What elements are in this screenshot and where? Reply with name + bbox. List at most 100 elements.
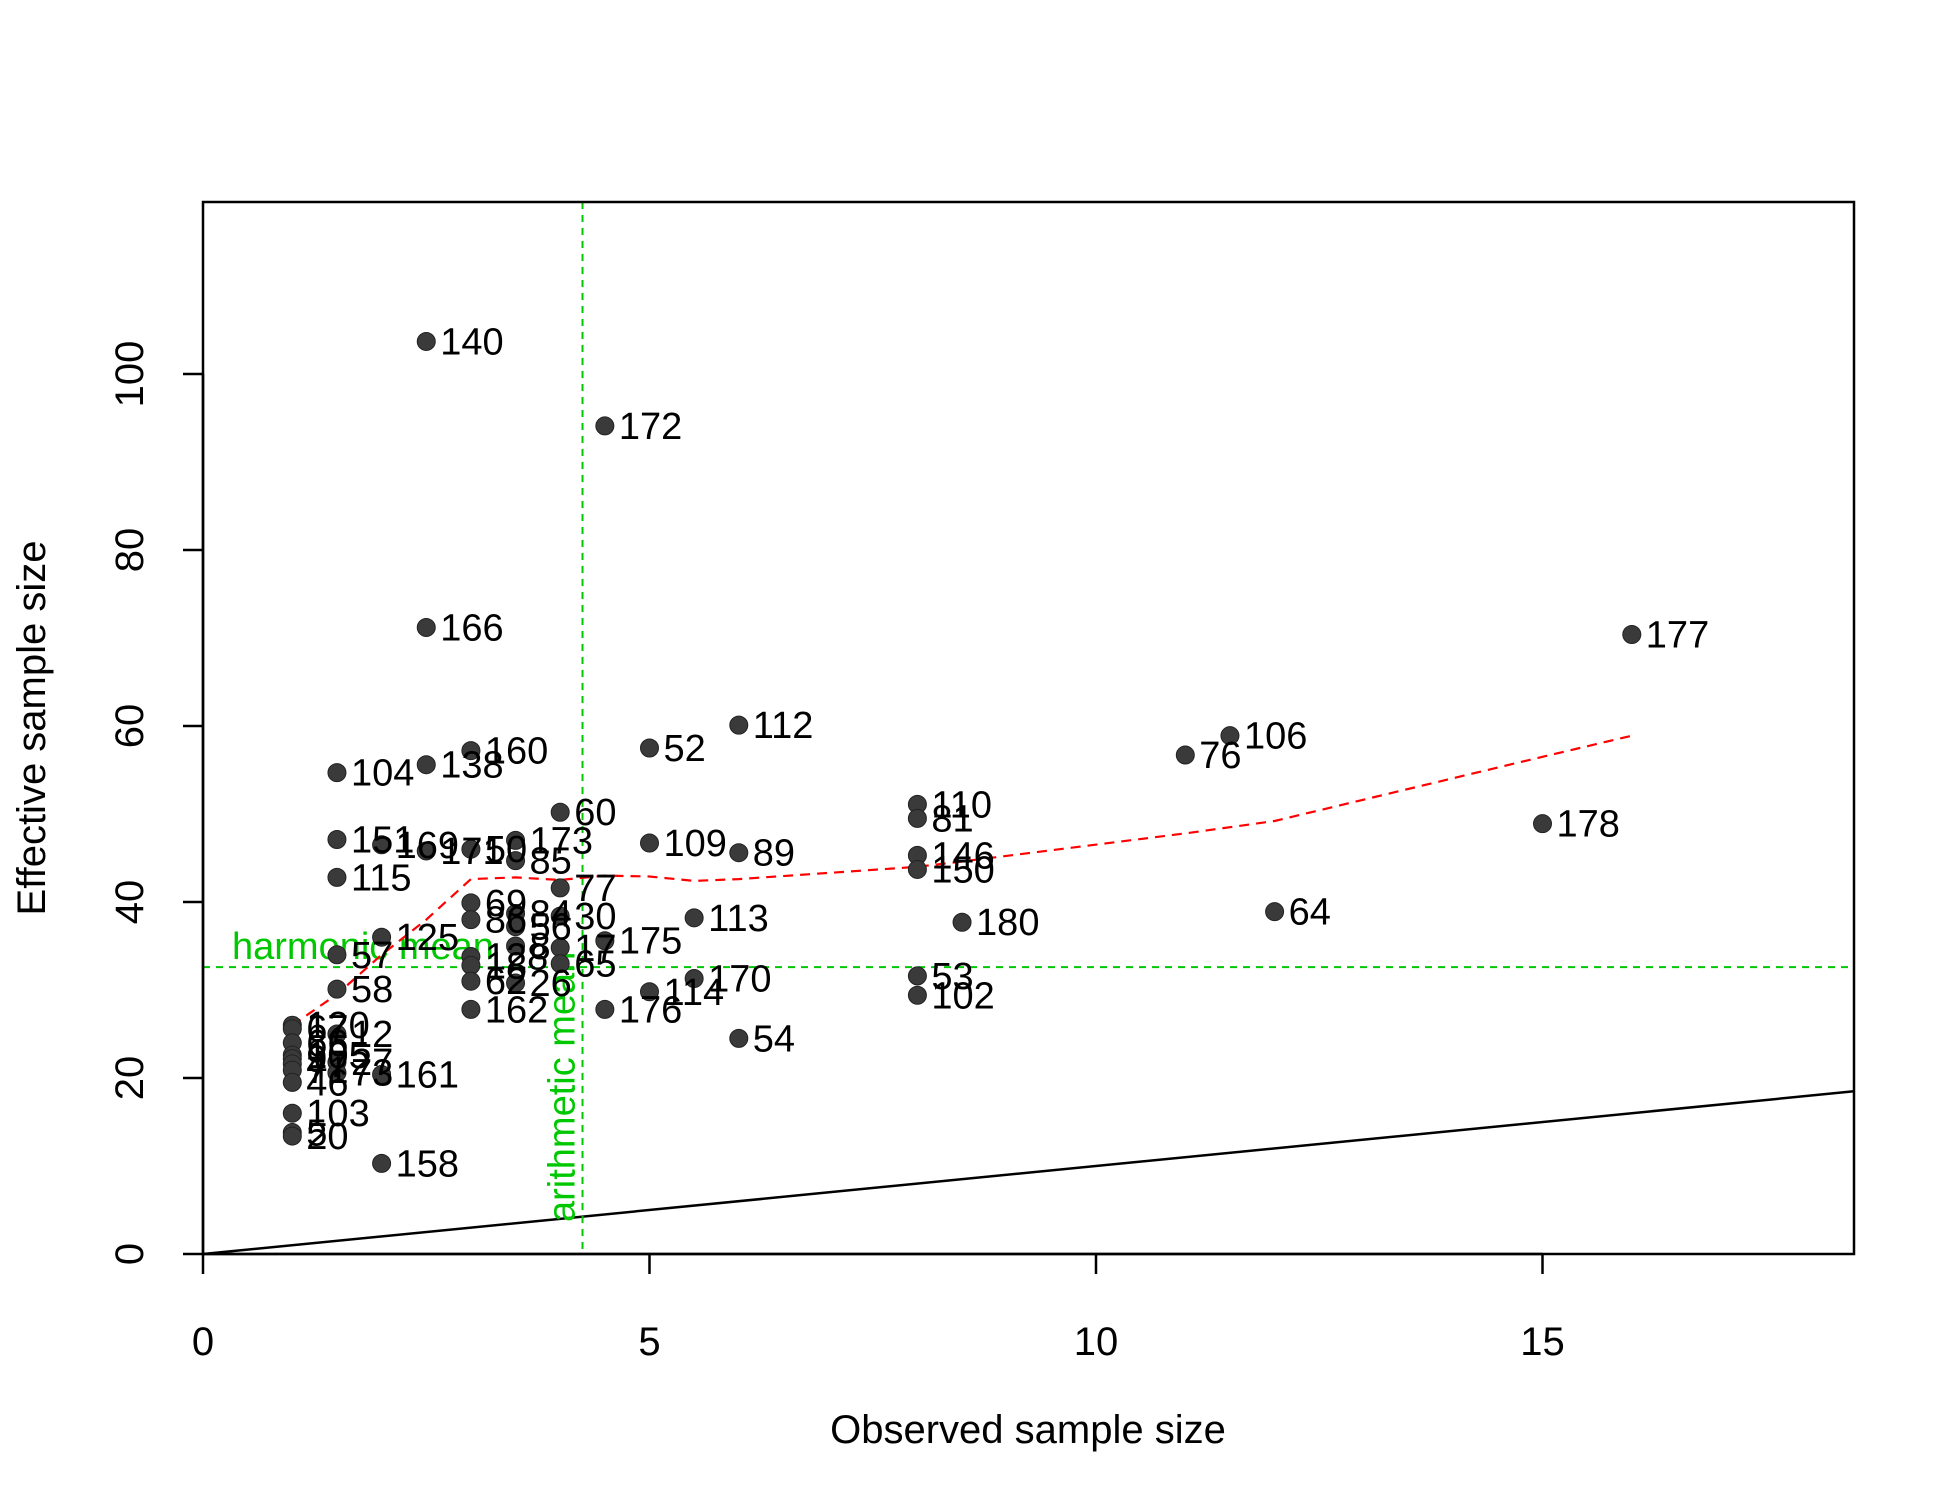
data-point [461, 910, 481, 930]
point-label: 12 [351, 1014, 393, 1056]
data-point [550, 954, 570, 974]
point-label: 103 [306, 1093, 369, 1135]
point-label: 26 [530, 963, 572, 1005]
data-point [952, 912, 972, 932]
point-label: 9 [306, 1039, 327, 1081]
point-label: 53 [931, 956, 973, 998]
x-axis-title: Observed sample size [830, 1408, 1226, 1452]
y-tick-label: 100 [108, 341, 152, 408]
data-point [595, 416, 615, 436]
data-point [372, 927, 392, 947]
point-label: 160 [485, 731, 548, 773]
point-label: 17 [574, 928, 616, 970]
point-label: 86 [485, 900, 527, 942]
point-label: 150 [931, 849, 994, 891]
data-point [684, 908, 704, 928]
data-point [282, 1072, 302, 1092]
data-point [416, 755, 436, 775]
data-point [595, 931, 615, 951]
point-label: 18 [485, 945, 527, 987]
point-label: 57 [351, 935, 393, 977]
point-label: 113 [708, 898, 769, 940]
point-label: 102 [931, 975, 994, 1017]
data-point [372, 1153, 392, 1173]
point-label: 162 [485, 989, 548, 1031]
y-axis-title: Effective sample size [10, 541, 54, 916]
data-point [1175, 745, 1195, 765]
data-point [729, 715, 749, 735]
point-label: 65 [574, 944, 616, 986]
point-label: 169 [396, 825, 459, 867]
data-point [506, 917, 526, 937]
data-point [461, 839, 481, 859]
data-points [282, 331, 1642, 1173]
data-point [729, 843, 749, 863]
data-point [907, 808, 927, 828]
point-label: 5 [306, 1113, 327, 1155]
data-point [327, 867, 347, 887]
point-label: 138 [440, 745, 503, 787]
data-point [550, 906, 570, 926]
point-label: 8 [530, 926, 551, 968]
point-label: 60 [574, 792, 616, 834]
data-point [640, 833, 659, 853]
data-point [461, 741, 481, 761]
point-label: 112 [753, 705, 814, 747]
point-label: 47 [306, 1044, 348, 1086]
harmonic-mean-label: harmonic mean [232, 926, 494, 968]
point-label: 69 [485, 883, 527, 925]
point-label: 114 [664, 972, 725, 1014]
data-point [327, 763, 347, 783]
data-point [372, 835, 392, 855]
point-label: 62 [485, 961, 527, 1003]
data-point [327, 1063, 347, 1083]
point-label: 30 [574, 896, 616, 938]
y-tick-label: 80 [108, 528, 152, 573]
point-label: 50 [485, 829, 527, 871]
point-label: 85 [530, 841, 572, 883]
point-label: 173 [530, 820, 593, 862]
point-label: 81 [931, 798, 973, 840]
data-point [595, 999, 615, 1019]
y-tick-label: 40 [108, 880, 152, 925]
point-label: 140 [440, 321, 503, 363]
point-label: 58 [351, 969, 393, 1011]
data-point [550, 802, 570, 822]
point-label: 76 [1199, 735, 1241, 777]
data-point [907, 985, 927, 1005]
point-label: 161 [396, 1054, 459, 1096]
point-label: 170 [708, 959, 771, 1001]
point-label: 84 [530, 893, 572, 935]
point-label: 125 [396, 917, 459, 959]
point-label: 120 [306, 1005, 369, 1047]
point-label: 172 [619, 406, 682, 448]
point-label: 105 [306, 1035, 369, 1077]
x-tick-label: 0 [192, 1320, 214, 1364]
point-label: 67 [306, 1009, 348, 1051]
point-label: 20 [306, 1116, 348, 1158]
data-point [506, 936, 526, 956]
point-label: 115 [351, 857, 412, 899]
point-label: 178 [1557, 804, 1620, 846]
point-label: 54 [753, 1018, 795, 1060]
data-point [461, 999, 481, 1019]
data-point [1220, 726, 1240, 746]
data-point [907, 966, 927, 986]
data-point [1265, 902, 1285, 922]
trend-line [291, 734, 1633, 1027]
data-point [506, 973, 526, 993]
y-tick-label: 0 [108, 1243, 152, 1265]
point-label: 46 [306, 1062, 348, 1104]
data-point [506, 830, 526, 850]
y-tick-label: 20 [108, 1056, 152, 1101]
data-point [282, 1126, 302, 1146]
point-label: 176 [619, 989, 682, 1031]
point-label: 180 [976, 902, 1039, 944]
identity-line [202, 1090, 1855, 1256]
point-label: 151 [351, 820, 414, 862]
point-label: 146 [931, 835, 994, 877]
data-point [461, 955, 481, 975]
